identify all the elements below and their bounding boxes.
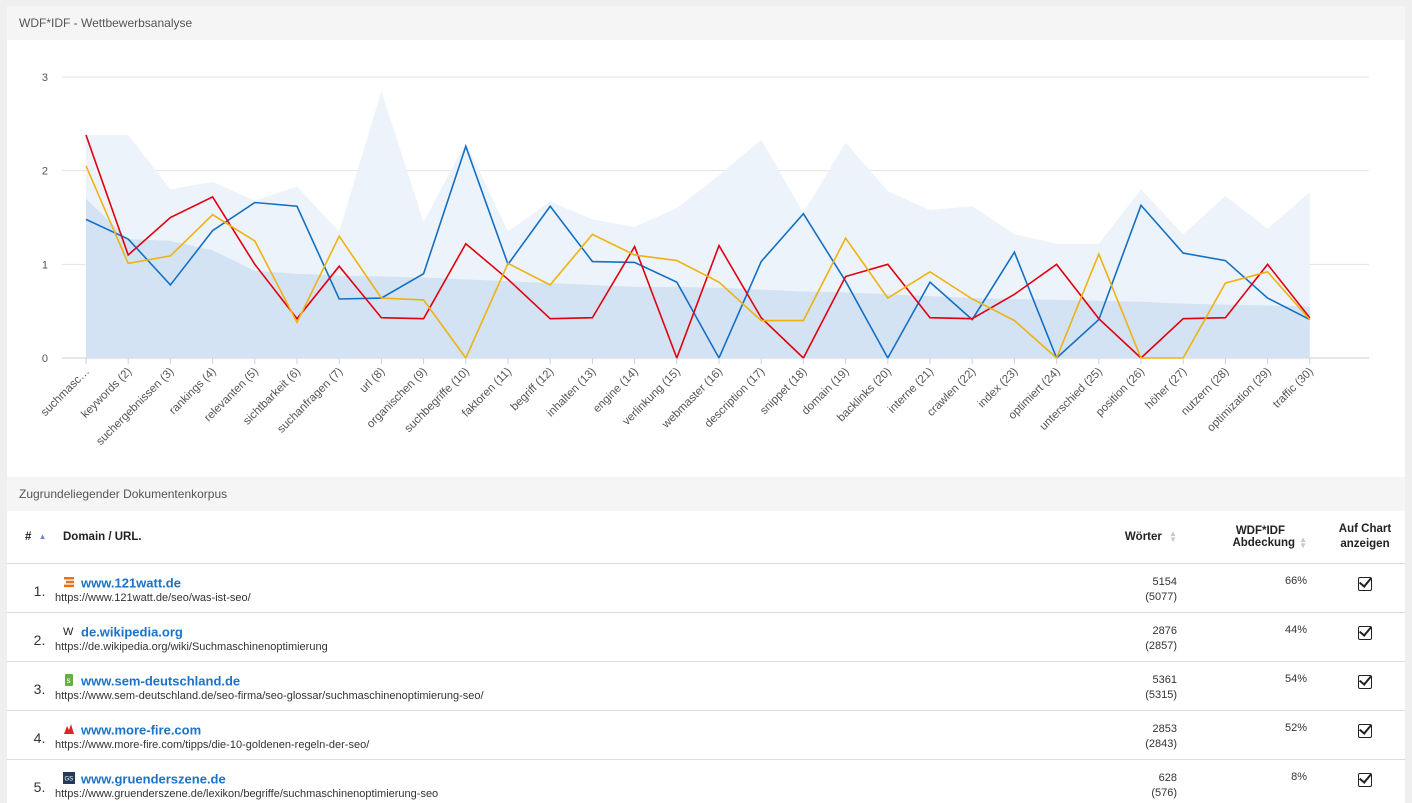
more-fire-favicon-icon — [63, 723, 75, 735]
table-row: 3. s www.sem-deutschland.de https://www.sem… — [7, 661, 1405, 711]
show-on-chart-cell — [1325, 759, 1405, 803]
series-line-www.121watt.de[interactable] — [85, 143, 1311, 360]
row-number-cell: 4. — [7, 710, 62, 760]
words-cell: 5361 (5315) — [1075, 661, 1195, 711]
y-tick-label: 0 — [42, 353, 48, 365]
table-row: 5. GS www.gruenderszene.de https://www.grue… — [7, 759, 1405, 803]
word-count: 628 — [1158, 771, 1177, 784]
show-on-chart-checkbox[interactable] — [1358, 723, 1372, 738]
show-on-chart-checkbox[interactable] — [1358, 674, 1372, 689]
document-url: https://www.gruenderszene.de/lexikon/beg… — [55, 787, 439, 800]
chart-panel-title: WDF*IDF - Wettbewerbsanalyse — [7, 6, 1405, 40]
words-cell: 5154 (5077) — [1075, 563, 1195, 613]
domain-cell: www.more-fire.com https://www.more-fire.c… — [55, 710, 1075, 760]
show-on-chart-checkbox[interactable] — [1358, 625, 1372, 640]
domain-link[interactable]: www.sem-deutschland.de — [81, 672, 241, 688]
domain-cell: GS www.gruenderszene.de https://www.gruend… — [55, 759, 1075, 803]
show-on-chart-checkbox[interactable] — [1358, 576, 1372, 591]
table-panel-title: Zugrundeliegender Dokumentenkorpus — [7, 477, 1405, 511]
x-tick-label: suchergebnissen (3) — [94, 366, 176, 448]
coverage-value: 8% — [1291, 770, 1307, 783]
sem-deutschland-favicon-icon: s — [63, 674, 75, 687]
row-number-cell: 3. — [7, 661, 62, 711]
document-corpus-table-panel: # ▲ Domain / URL. Wörter ▲ ▼ WDF*IDF Abde… — [7, 511, 1405, 803]
document-url: https://www.sem-deutschland.de/seo-firma… — [55, 689, 484, 702]
domain-cell: s www.sem-deutschland.de https://www.sem-d… — [55, 661, 1075, 711]
x-tick-label: url (8) — [358, 366, 388, 396]
svg-text:GS: GS — [65, 777, 74, 783]
x-tick-label: höher (27) — [1143, 366, 1189, 412]
word-count: 5154 — [1152, 575, 1177, 588]
word-count: 2853 — [1152, 722, 1177, 735]
words-cell: 2876 (2857) — [1075, 612, 1195, 662]
y-tick-label: 3 — [42, 72, 48, 84]
sort-asc-icon[interactable]: ▲ — [38, 531, 47, 541]
row-number-cell: 1. — [7, 563, 62, 613]
table-row: 4. www.more-fire.com https://www.more-fire… — [7, 710, 1405, 760]
table-row: 1. www.121watt.de https://www.121watt.de/s… — [7, 563, 1405, 613]
words-cell: 628 (576) — [1075, 759, 1195, 803]
document-url: https://www.121watt.de/seo/was-ist-seo/ — [55, 591, 251, 604]
y-tick-label: 1 — [42, 259, 48, 271]
column-header-domain: Domain / URL. — [62, 511, 1075, 564]
sort-icon[interactable]: ▲ ▼ — [1299, 534, 1307, 550]
column-header-coverage[interactable]: WDF*IDF Abdeckung ▲ ▼ — [1195, 511, 1325, 564]
coverage-value: 52% — [1284, 721, 1307, 734]
gruenderszene-favicon-icon: GS — [63, 772, 75, 785]
word-count-unique: (2843) — [1145, 737, 1177, 750]
domain-cell: www.121watt.de https://www.121watt.de/seo… — [55, 563, 1075, 613]
coverage-value: 44% — [1284, 623, 1307, 636]
document-url: https://de.wikipedia.org/wiki/Suchmaschi… — [55, 640, 328, 653]
show-on-chart-cell — [1325, 661, 1405, 711]
domain-link[interactable]: www.121watt.de — [81, 574, 181, 590]
show-on-chart-cell — [1325, 710, 1405, 760]
domain-link[interactable]: de.wikipedia.org — [81, 623, 183, 639]
wikipedia-favicon-icon: W — [63, 625, 75, 638]
word-count-unique: (5315) — [1145, 688, 1177, 701]
121watt-favicon-icon — [63, 576, 75, 588]
word-count: 2876 — [1152, 624, 1177, 637]
show-on-chart-checkbox[interactable] — [1358, 772, 1372, 787]
coverage-cell: 52% — [1195, 710, 1325, 760]
word-count: 5361 — [1152, 673, 1177, 686]
coverage-cell: 54% — [1195, 661, 1325, 711]
coverage-cell: 8% — [1195, 759, 1325, 803]
coverage-cell: 44% — [1195, 612, 1325, 662]
word-count-unique: (2857) — [1145, 639, 1177, 652]
document-corpus-table: # ▲ Domain / URL. Wörter ▲ ▼ WDF*IDF Abde… — [7, 511, 1405, 803]
svg-text:s: s — [67, 676, 71, 685]
x-tick-label: traffic (30) — [1271, 366, 1316, 411]
y-tick-label: 2 — [42, 166, 48, 178]
column-header-show-on-chart: Auf Chart anzeigen — [1325, 511, 1405, 564]
sort-icon[interactable]: ▲ ▼ — [1169, 528, 1177, 544]
row-number-cell: 2. — [7, 612, 62, 662]
show-on-chart-cell — [1325, 563, 1405, 613]
coverage-value: 54% — [1284, 672, 1307, 685]
row-number-cell: 5. — [7, 759, 62, 803]
coverage-value: 66% — [1284, 574, 1307, 587]
coverage-cell: 66% — [1195, 563, 1325, 613]
svg-text:W: W — [63, 626, 74, 637]
domain-link[interactable]: www.more-fire.com — [81, 721, 202, 737]
word-count-unique: (5077) — [1145, 590, 1177, 603]
domain-link[interactable]: www.gruenderszene.de — [81, 770, 226, 786]
column-header-words[interactable]: Wörter ▲ ▼ — [1075, 511, 1195, 564]
x-tick-label: index (23) — [976, 366, 1021, 411]
word-count-unique: (576) — [1151, 786, 1177, 799]
column-header-num[interactable]: # ▲ — [7, 511, 62, 564]
show-on-chart-cell — [1325, 612, 1405, 662]
document-url: https://www.more-fire.com/tipps/die-10-g… — [55, 738, 370, 751]
table-header-row: # ▲ Domain / URL. Wörter ▲ ▼ WDF*IDF Abde… — [7, 511, 1405, 564]
series-line-www.sem-deutschland.de[interactable] — [85, 165, 1311, 360]
words-cell: 2853 (2843) — [1075, 710, 1195, 760]
